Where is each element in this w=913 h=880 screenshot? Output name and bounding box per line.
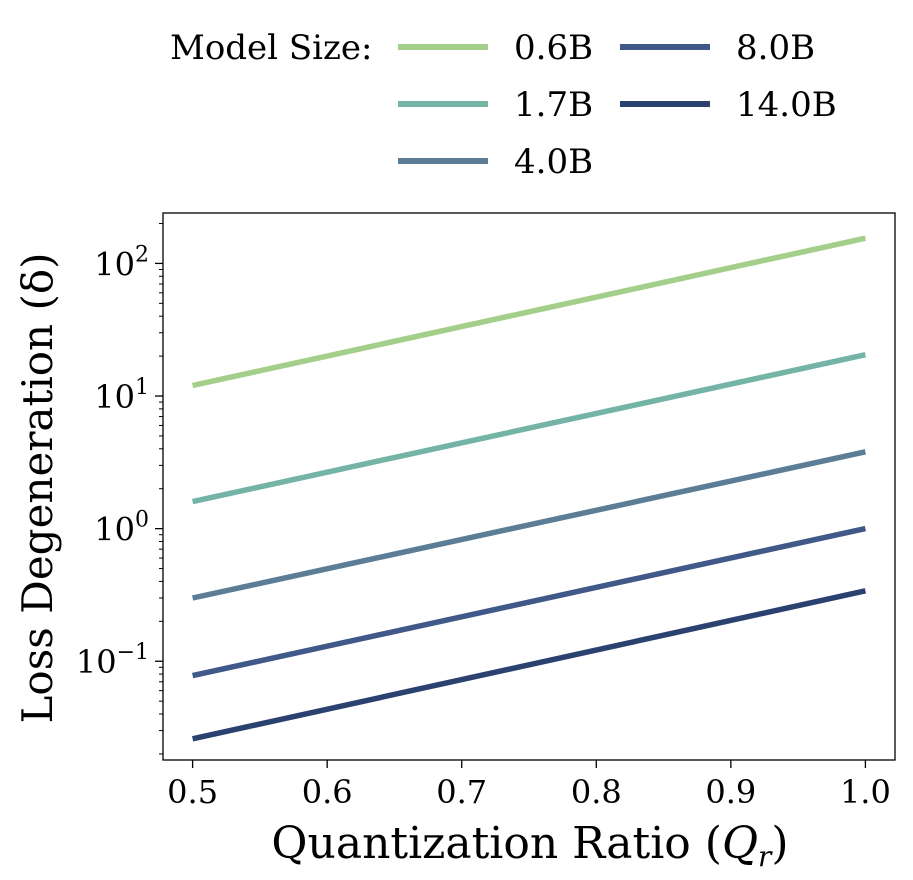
x-tick-label: 0.8 [571, 773, 622, 811]
legend: Model Size: 0.6B 1.7B 4.0B 8.0B 14.0B [170, 28, 837, 182]
y-tick-label: 101 [94, 375, 149, 416]
legend-label-8.0B: 8.0B [736, 28, 815, 68]
y-tick-label: 100 [94, 508, 149, 549]
series-line-0.6B [192, 235, 866, 389]
legend-label-14.0B: 14.0B [736, 85, 837, 125]
x-tick-label: 0.5 [167, 773, 218, 811]
x-tick-label: 1.0 [840, 773, 891, 811]
legend-label-4.0B: 4.0B [514, 142, 593, 182]
x-tick-label: 0.9 [705, 773, 756, 811]
x-tick-label: 0.6 [302, 773, 353, 811]
y-axis-label: Loss Degeneration (δ) [13, 253, 62, 724]
series-line-4.0B [192, 449, 866, 601]
axes-frame [162, 212, 896, 761]
legend-label-1.7B: 1.7B [514, 85, 593, 125]
series-line-1.7B [192, 352, 866, 505]
series-line-8.0B [192, 525, 866, 679]
y-tick-label: 10−1 [76, 640, 149, 681]
legend-title: Model Size: [170, 28, 373, 68]
x-axis-label: Quantization Ratio (Qr) [271, 818, 788, 873]
x-tick-label: 0.7 [436, 773, 487, 811]
series-line-14.0B [192, 588, 866, 742]
legend-label-0.6B: 0.6B [514, 28, 593, 68]
y-tick-label: 102 [94, 242, 149, 283]
